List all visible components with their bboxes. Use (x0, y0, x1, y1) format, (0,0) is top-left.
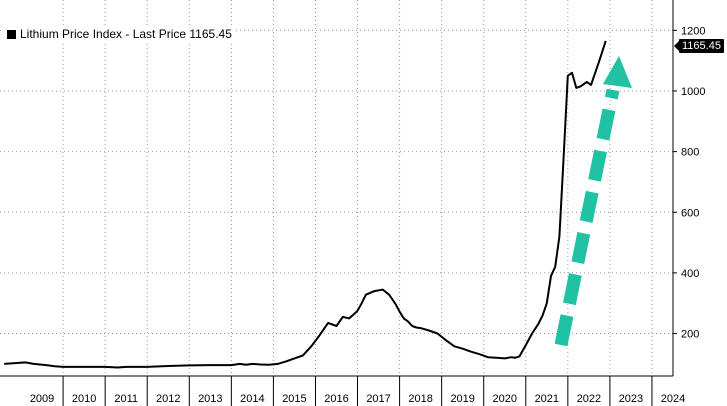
x-tick-label: 2014 (240, 393, 264, 405)
y-axis-ticks: 200 400 600 800 1000 1200 (673, 25, 705, 341)
y-tick-label: 800 (681, 147, 699, 159)
x-tick-label: 2023 (619, 393, 643, 405)
x-tick-label: 2021 (535, 393, 559, 405)
x-tick-label: 2010 (72, 393, 96, 405)
y-tick-label: 400 (681, 268, 699, 280)
x-tick-label: 2024 (661, 393, 685, 405)
x-tick-label: 2022 (577, 393, 601, 405)
y-tick-label: 1200 (681, 25, 705, 37)
y-tick-label: 600 (681, 207, 699, 219)
legend-swatch-icon (7, 29, 16, 39)
y-tick-label: 200 (681, 329, 699, 341)
x-tick-label: 2012 (156, 393, 180, 405)
trend-arrow-shaft (554, 88, 620, 347)
legend-label: Lithium Price Index - Last Price 1165.45 (20, 27, 232, 41)
x-tick-label: 2019 (450, 393, 474, 405)
x-tick-label: 2016 (324, 393, 348, 405)
x-tick-label: 2011 (114, 393, 138, 405)
last-price-tag: 1165.45 (674, 39, 724, 53)
x-tick-label: 2017 (366, 393, 390, 405)
trend-arrow-head (603, 56, 632, 88)
chart-legend: Lithium Price Index - Last Price 1165.45 (4, 25, 235, 43)
x-tick-label: 2013 (198, 393, 222, 405)
x-tick-label: 2015 (282, 393, 306, 405)
series-line-lithium-price-index (4, 40, 607, 369)
y-tick-label: 1000 (681, 86, 705, 98)
x-tick-label: 2009 (30, 393, 54, 405)
trend-arrow-icon (554, 56, 632, 347)
x-axis-ticks: 2009 2010 2011 2012 2013 2014 2015 2016 2017 2018… (30, 376, 685, 406)
x-tick-label: 2018 (408, 393, 432, 405)
x-tick-label: 2020 (493, 393, 517, 405)
